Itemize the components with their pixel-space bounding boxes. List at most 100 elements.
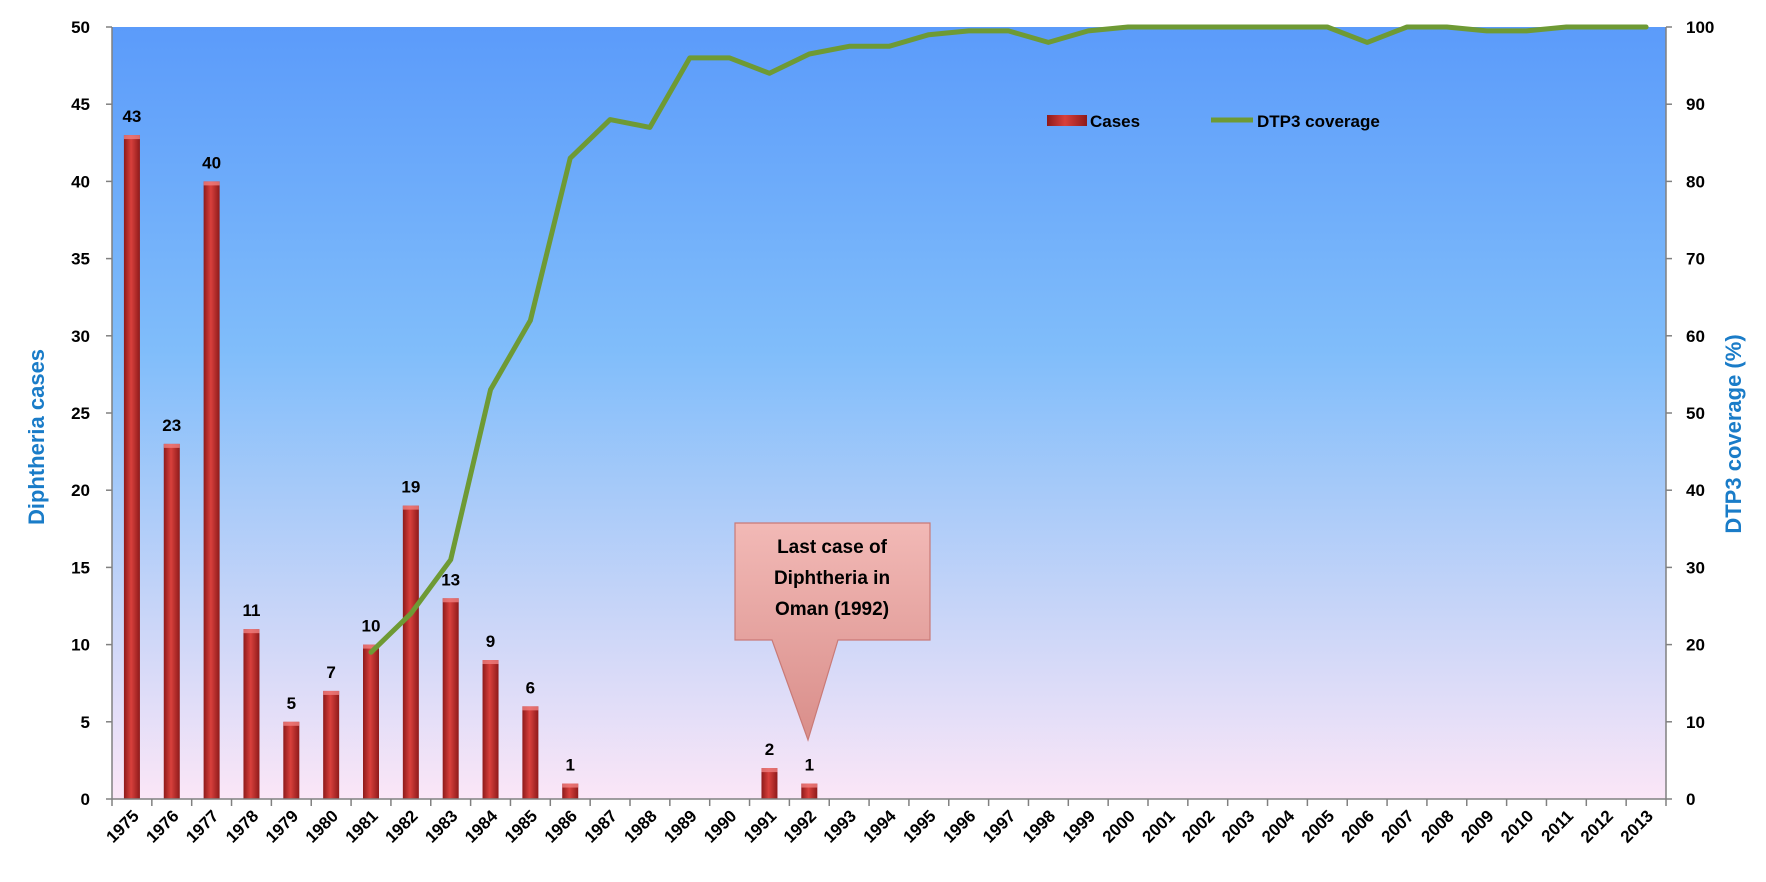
x-tick-1995: 1995 [899, 806, 939, 846]
x-tick-1987: 1987 [581, 806, 621, 846]
bar-1982 [402, 505, 419, 799]
bar-1975 [123, 135, 140, 799]
x-tick-2005: 2005 [1298, 806, 1338, 846]
y-left-tick-5: 5 [81, 713, 90, 732]
y-right-tick-10: 10 [1686, 713, 1705, 732]
x-tick-1994: 1994 [860, 806, 901, 847]
y-right-tick-40: 40 [1686, 481, 1705, 500]
line-series-dtp3 [368, 24, 1649, 655]
data-label-1976: 23 [162, 416, 181, 435]
bar-1977 [203, 181, 220, 799]
y-left-tick-15: 15 [71, 558, 90, 577]
x-tick-1991: 1991 [740, 806, 780, 846]
data-label-1978: 11 [242, 601, 260, 620]
bar-1976 [163, 443, 180, 799]
y-left-tick-50: 50 [71, 18, 90, 37]
dtp3-coverage-line [368, 24, 1649, 655]
y-left-tick-10: 10 [71, 636, 90, 655]
plot-area [112, 27, 1666, 799]
x-tick-1996: 1996 [939, 806, 979, 846]
x-tick-2008: 2008 [1417, 806, 1457, 846]
y-left-tick-25: 25 [71, 404, 90, 423]
y-right-axis-title: DTP3 coverage (%) [1721, 334, 1746, 533]
x-tick-2011: 2011 [1538, 806, 1578, 846]
bar-cap-1976 [163, 443, 180, 448]
data-label-1991: 2 [765, 740, 774, 759]
y-left-ticks: 0 5 10 15 20 25 30 35 40 45 50 [71, 18, 112, 809]
x-tick-1979: 1979 [262, 806, 302, 846]
x-tick-2010: 2010 [1497, 806, 1537, 846]
bar-cap-1983 [442, 598, 459, 603]
x-tick-2002: 2002 [1178, 806, 1218, 846]
bar-cap-1978 [243, 629, 260, 634]
y-right-tick-80: 80 [1686, 172, 1705, 191]
x-tick-1985: 1985 [501, 806, 541, 846]
legend-label-cases: Cases [1090, 112, 1140, 131]
y-right-ticks: 0 10 20 30 40 50 60 70 80 90 100 [1666, 18, 1714, 809]
bar-cap-1981 [363, 644, 379, 649]
data-label-1982: 19 [401, 478, 420, 497]
x-tick-1983: 1983 [421, 806, 461, 846]
callout-line-3: Oman (1992) [775, 599, 889, 620]
data-label-1977: 40 [202, 153, 221, 172]
bar-cap-1992 [801, 783, 818, 788]
x-tick-1997: 1997 [979, 806, 1019, 846]
x-tick-1980: 1980 [302, 806, 342, 846]
x-tick-2004: 2004 [1258, 806, 1299, 847]
bar-cap-1986 [562, 783, 579, 788]
y-left-tick-0: 0 [81, 790, 90, 809]
y-right-tick-0: 0 [1686, 790, 1695, 809]
y-right-tick-50: 50 [1686, 404, 1705, 423]
y-left-tick-20: 20 [71, 481, 90, 500]
data-label-1980: 7 [326, 663, 335, 682]
x-tick-2001: 2001 [1139, 806, 1179, 846]
y-right-tick-70: 70 [1686, 250, 1705, 269]
y-left-axis-title: Diphtheria cases [24, 349, 49, 525]
x-tick-1990: 1990 [700, 806, 740, 846]
bar-1985 [522, 706, 539, 799]
y-left-tick-45: 45 [71, 95, 90, 114]
bar-1980 [323, 690, 340, 799]
x-tick-1977: 1977 [182, 806, 222, 846]
data-labels: 43 23 40 11 5 7 10 19 13 9 6 1 2 1 [122, 107, 814, 774]
x-tick-2013: 2013 [1617, 806, 1657, 846]
bar-cap-1977 [203, 181, 220, 186]
bar-cap-1980 [323, 690, 340, 695]
data-label-1986: 1 [565, 756, 574, 775]
x-tick-2006: 2006 [1338, 806, 1378, 846]
bar-series-cases [123, 135, 818, 799]
x-tick-2007: 2007 [1378, 806, 1418, 846]
x-tick-1984: 1984 [461, 806, 502, 847]
legend-swatch-cases [1047, 115, 1087, 126]
legend-label-dtp3: DTP3 coverage [1257, 112, 1380, 131]
x-tick-1981: 1981 [342, 806, 382, 846]
x-tick-2009: 2009 [1457, 806, 1497, 846]
data-label-1975: 43 [122, 107, 141, 126]
x-tick-1978: 1978 [222, 806, 262, 846]
x-tick-1976: 1976 [142, 806, 182, 846]
x-tick-1988: 1988 [621, 806, 661, 846]
y-left-tick-40: 40 [71, 172, 90, 191]
annotation-callout: Last case of Diphtheria in Oman (1992) [734, 522, 931, 742]
x-tick-2000: 2000 [1099, 806, 1139, 846]
bar-1991 [761, 768, 778, 799]
x-tick-1993: 1993 [820, 806, 860, 846]
bar-cap-1979 [283, 721, 300, 726]
x-tick-2003: 2003 [1218, 806, 1258, 846]
x-tick-1986: 1986 [541, 806, 581, 846]
y-right-tick-20: 20 [1686, 636, 1705, 655]
callout-line-1: Last case of [777, 537, 887, 558]
y-right-tick-100: 100 [1686, 18, 1714, 37]
x-tick-1998: 1998 [1019, 806, 1059, 846]
data-label-1992: 1 [805, 756, 814, 775]
y-right-tick-30: 30 [1686, 558, 1705, 577]
x-ticks: 1975 1976 1977 1978 1979 1980 1981 1982 1983 1984… [103, 799, 1667, 847]
bar-1983 [442, 598, 459, 799]
bar-cap-1985 [522, 706, 539, 711]
bar-cap-1984 [482, 660, 499, 665]
data-label-1983: 13 [441, 570, 460, 589]
y-right-tick-60: 60 [1686, 327, 1705, 346]
bar-1981 [363, 644, 379, 799]
data-label-1984: 9 [486, 632, 495, 651]
